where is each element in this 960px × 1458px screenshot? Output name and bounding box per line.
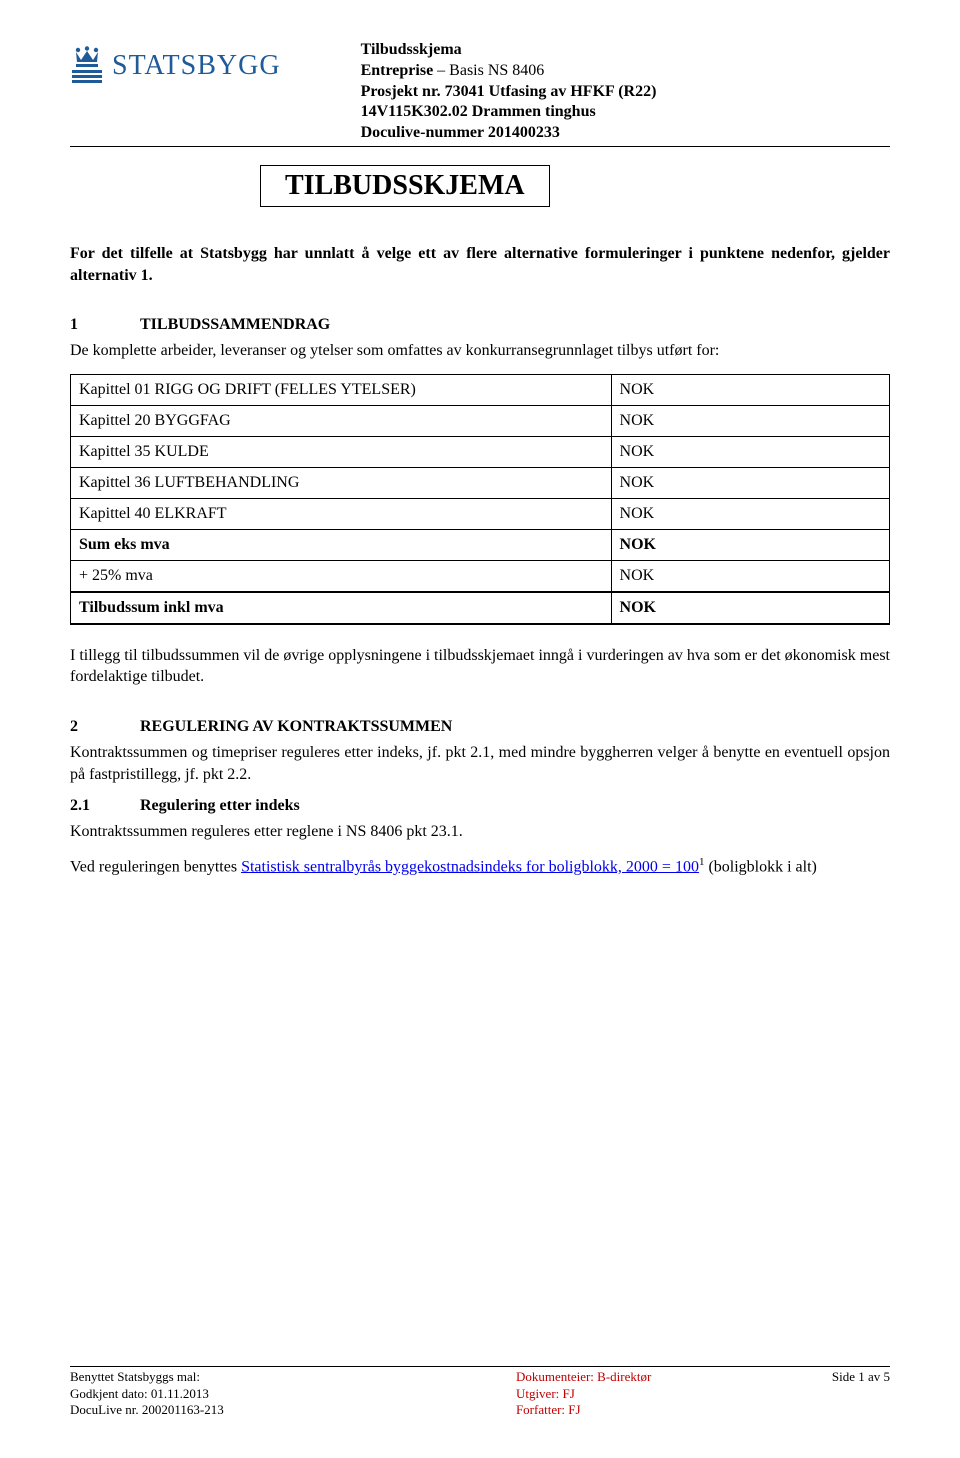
table-cell-value: NOK bbox=[611, 529, 889, 560]
footer-center-line-3: Forfatter: FJ bbox=[516, 1402, 832, 1418]
table-cell-label: Sum eks mva bbox=[71, 529, 612, 560]
section-2-1-heading: 2.1Regulering etter indeks bbox=[70, 797, 890, 815]
footer-left-line-2: Godkjent dato: 01.11.2013 bbox=[70, 1386, 386, 1402]
section-2-body: Kontraktssummen og timepriser reguleres … bbox=[70, 742, 890, 785]
section-2-1-body-2: Ved reguleringen benyttes Statistisk sen… bbox=[70, 855, 890, 878]
followup-paragraph: I tillegg til tilbudssummen vil de øvrig… bbox=[70, 645, 890, 688]
document-title: TILBUDSSKJEMA bbox=[260, 165, 550, 207]
table-cell-value: NOK bbox=[611, 498, 889, 529]
table-cell-value: NOK bbox=[611, 405, 889, 436]
crown-building-icon bbox=[70, 46, 104, 86]
table-cell-value: NOK bbox=[611, 467, 889, 498]
table-cell-label: Tilbudssum inkl mva bbox=[71, 592, 612, 624]
table-cell-value: NOK bbox=[611, 592, 889, 624]
logo-text: STATSBYGG bbox=[112, 50, 281, 82]
header-line-1: Tilbudsskjema bbox=[361, 41, 462, 58]
section-1-heading: 1TILBUDSSAMMENDRAG bbox=[70, 316, 890, 334]
section-1-number: 1 bbox=[70, 316, 140, 334]
header-line-5: Doculive-nummer 201400233 bbox=[361, 124, 560, 141]
header-line-2-bold: Entreprise bbox=[361, 62, 434, 79]
ssb-index-link[interactable]: Statistisk sentralbyrås byggekostnadsind… bbox=[241, 858, 699, 875]
table-row: Kapittel 40 ELKRAFTNOK bbox=[71, 498, 890, 529]
section-1-body: De komplette arbeider, leveranser og yte… bbox=[70, 340, 890, 362]
page-number: Side 1 av 5 bbox=[832, 1369, 890, 1385]
summary-table: Kapittel 01 RIGG OG DRIFT (FELLES YTELSE… bbox=[70, 374, 890, 625]
table-cell-label: Kapittel 40 ELKRAFT bbox=[71, 498, 612, 529]
table-cell-value: NOK bbox=[611, 560, 889, 592]
table-row: Kapittel 01 RIGG OG DRIFT (FELLES YTELSE… bbox=[71, 374, 890, 405]
section-2-heading: 2REGULERING AV KONTRAKTSSUMMEN bbox=[70, 718, 890, 736]
table-row: Tilbudssum inkl mvaNOK bbox=[71, 592, 890, 624]
section-2-1-number: 2.1 bbox=[70, 797, 140, 815]
section-2-title: REGULERING AV KONTRAKTSSUMMEN bbox=[140, 718, 452, 735]
footer-left-line-1: Benyttet Statsbyggs mal: bbox=[70, 1369, 386, 1385]
header-line-2-rest: – Basis NS 8406 bbox=[433, 62, 544, 79]
section-1-title: TILBUDSSAMMENDRAG bbox=[140, 316, 330, 333]
footer-right: Side 1 av 5 bbox=[832, 1369, 890, 1418]
table-row: Kapittel 36 LUFTBEHANDLINGNOK bbox=[71, 467, 890, 498]
header-line-4: 14V115K302.02 Drammen tinghus bbox=[361, 103, 596, 120]
table-row: Kapittel 35 KULDENOK bbox=[71, 436, 890, 467]
header-info: Tilbudsskjema Entreprise – Basis NS 8406… bbox=[361, 40, 657, 144]
page-footer: Benyttet Statsbyggs mal: Godkjent dato: … bbox=[70, 1366, 890, 1418]
footer-left: Benyttet Statsbyggs mal: Godkjent dato: … bbox=[70, 1369, 386, 1418]
document-header: STATSBYGG Tilbudsskjema Entreprise – Bas… bbox=[70, 40, 890, 144]
table-cell-value: NOK bbox=[611, 436, 889, 467]
table-cell-label: Kapittel 01 RIGG OG DRIFT (FELLES YTELSE… bbox=[71, 374, 612, 405]
section-2-1-body-2-pre: Ved reguleringen benyttes bbox=[70, 858, 241, 875]
section-2-1-title: Regulering etter indeks bbox=[140, 797, 300, 814]
header-line-3: Prosjekt nr. 73041 Utfasing av HFKF (R22… bbox=[361, 83, 657, 100]
footer-center-line-1: Dokumenteier: B-direktør bbox=[516, 1369, 832, 1385]
section-2-number: 2 bbox=[70, 718, 140, 736]
table-row: + 25% mvaNOK bbox=[71, 560, 890, 592]
footer-center: Dokumenteier: B-direktør Utgiver: FJ For… bbox=[386, 1369, 832, 1418]
section-2-1-body-1: Kontraktssummen reguleres etter reglene … bbox=[70, 821, 890, 843]
section-2-1-body-2-post: (boligblokk i alt) bbox=[704, 858, 816, 875]
table-row: Kapittel 20 BYGGFAGNOK bbox=[71, 405, 890, 436]
footer-center-line-2: Utgiver: FJ bbox=[516, 1386, 832, 1402]
logo: STATSBYGG bbox=[70, 40, 281, 86]
footer-left-line-3: DocuLive nr. 200201163-213 bbox=[70, 1402, 386, 1418]
intro-paragraph: For det tilfelle at Statsbygg har unnlat… bbox=[70, 243, 890, 286]
table-cell-label: Kapittel 36 LUFTBEHANDLING bbox=[71, 467, 612, 498]
header-separator bbox=[70, 146, 890, 147]
table-cell-label: + 25% mva bbox=[71, 560, 612, 592]
table-row: Sum eks mvaNOK bbox=[71, 529, 890, 560]
table-cell-label: Kapittel 20 BYGGFAG bbox=[71, 405, 612, 436]
table-cell-label: Kapittel 35 KULDE bbox=[71, 436, 612, 467]
table-cell-value: NOK bbox=[611, 374, 889, 405]
footer-separator bbox=[70, 1366, 890, 1367]
